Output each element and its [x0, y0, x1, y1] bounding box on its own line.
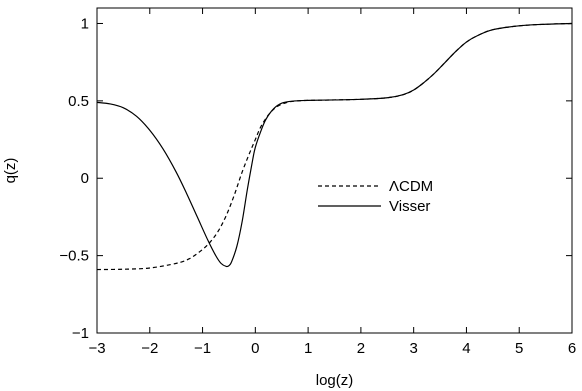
- x-tick-label: 2: [357, 340, 365, 357]
- series-line-visser: [96, 22, 573, 268]
- x-tick-label: 3: [409, 340, 417, 357]
- plot-frame: [96, 7, 573, 334]
- x-axis-ticks: −3 −2 −1 0 1 2 3 4 5 6: [88, 8, 576, 357]
- y-tick-label: −0.5: [59, 248, 89, 265]
- y-tick-label: 0: [81, 170, 89, 187]
- x-tick-label: 1: [304, 340, 312, 357]
- x-tick-label: 5: [515, 340, 523, 357]
- legend-label: ΛCDM: [389, 178, 433, 195]
- x-tick-label: 0: [251, 340, 259, 357]
- series-line-lcdm: [96, 22, 573, 271]
- x-tick-label: 6: [568, 340, 576, 357]
- y-axis-ticks: −1 −0.5 0 0.5 1: [59, 15, 572, 342]
- legend: ΛCDM Visser: [318, 178, 433, 215]
- y-tick-label: 1: [81, 15, 89, 32]
- series-layer: [96, 22, 573, 271]
- y-tick-label: 0.5: [68, 93, 89, 110]
- x-axis-title: log(z): [316, 372, 354, 389]
- x-tick-label: 4: [462, 340, 470, 357]
- y-axis-title: q(z): [2, 158, 19, 184]
- x-tick-label: −3: [88, 340, 105, 357]
- x-tick-label: −1: [194, 340, 211, 357]
- x-tick-label: −2: [141, 340, 158, 357]
- y-tick-label: −1: [72, 325, 89, 342]
- legend-label: Visser: [389, 198, 430, 215]
